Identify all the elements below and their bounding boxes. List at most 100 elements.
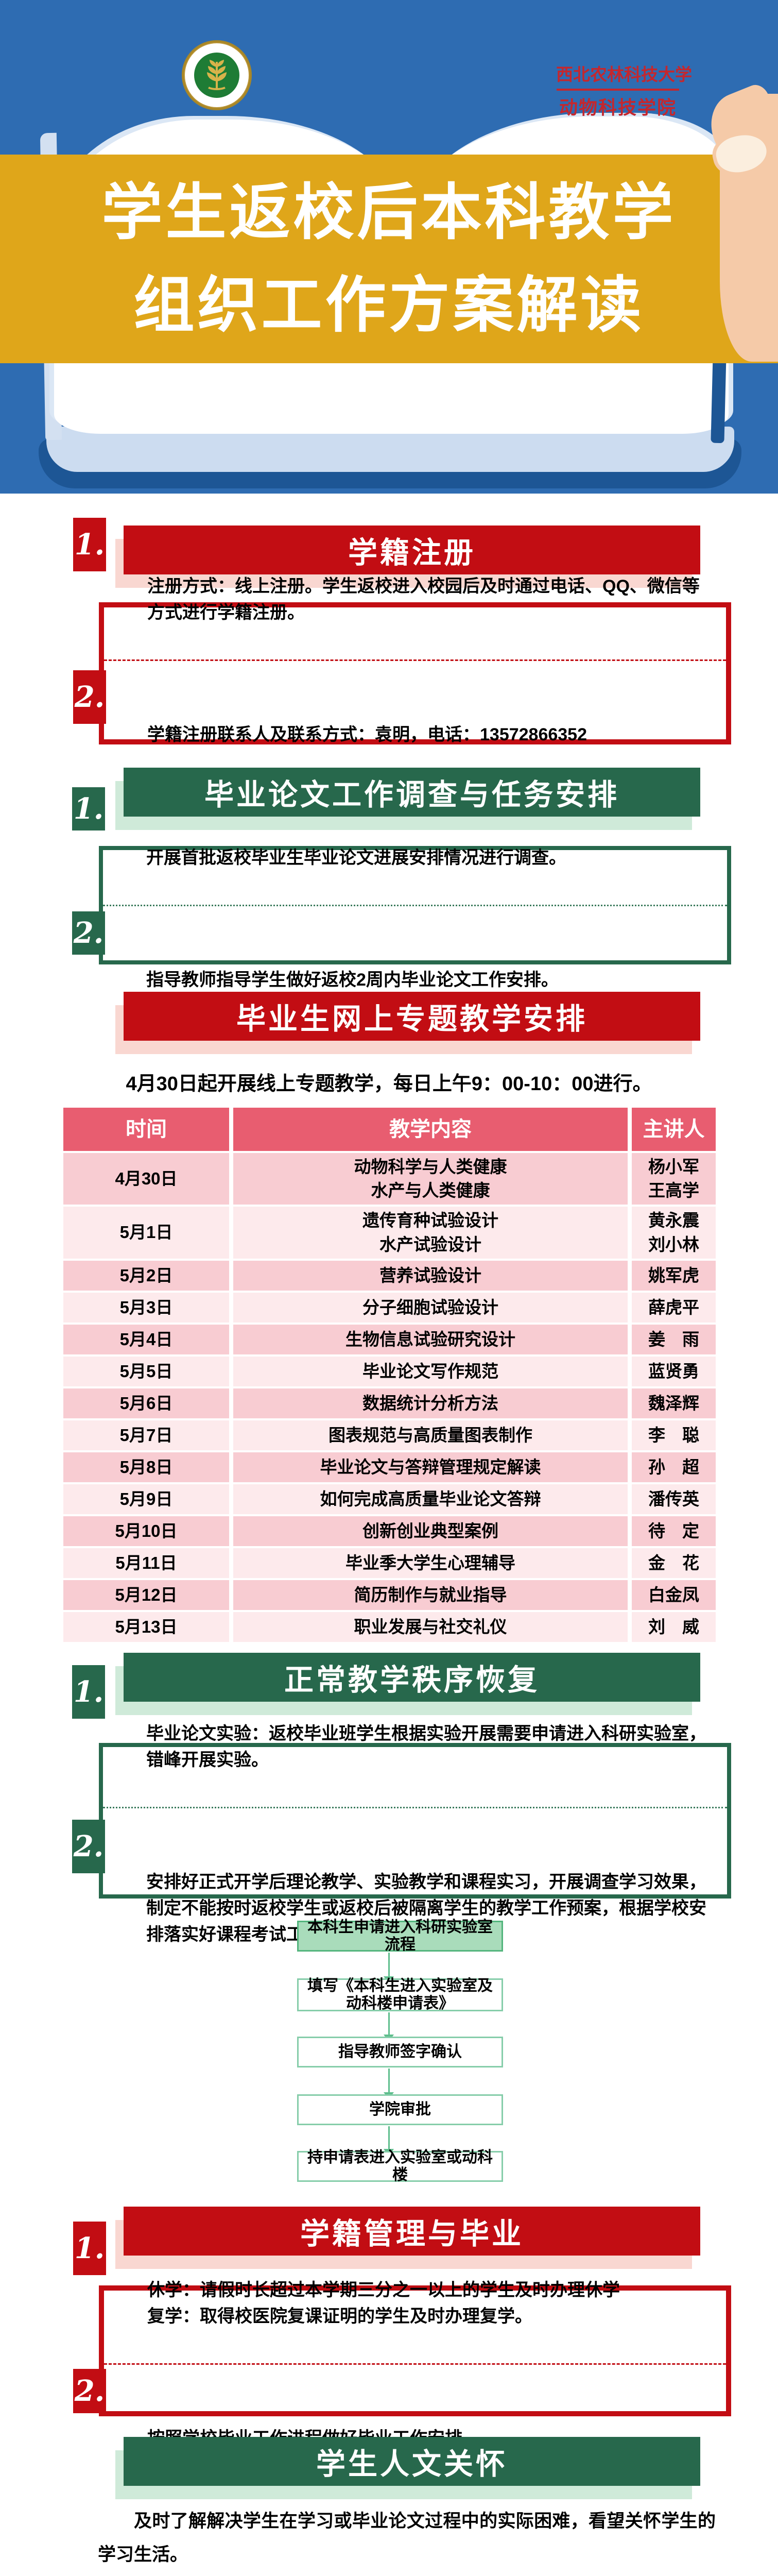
cell-content: 图表规范与高质量图表制作 [233, 1420, 628, 1450]
item-text: 休学：请假时长超过本学期三分之一以上的学生及时办理休学 复学：取得校医院复课证明… [147, 2280, 620, 2326]
flow-step-title: 本科生申请进入科研实验室流程 [297, 1919, 503, 1953]
table-row: 5月9日 如何完成高质量毕业论文答辩 潘传英 [63, 1484, 716, 1514]
cell-date: 5月8日 [63, 1452, 229, 1482]
cell-content: 毕业论文写作规范 [233, 1356, 628, 1386]
flow-arrow-down-icon [384, 2012, 394, 2042]
cell-content: 分子细胞试验设计 [233, 1292, 628, 1323]
cell-content: 职业发展与社交礼仪 [233, 1612, 628, 1642]
cell-date: 5月9日 [63, 1484, 229, 1514]
list-item: 1. 休学：请假时长超过本学期三分之一以上的学生及时办理休学 复学：取得校医院复… [73, 2216, 726, 2363]
cell-date: 5月13日 [63, 1612, 229, 1642]
cell-date: 5月2日 [63, 1260, 229, 1291]
cell-date: 5月12日 [63, 1580, 229, 1610]
item-number-badge: 2. [72, 1820, 105, 1873]
table-row: 5月13日 职业发展与社交礼仪 刘 威 [63, 1612, 716, 1642]
column-header-time: 时间 [63, 1108, 229, 1151]
cell-date: 4月30日 [63, 1153, 229, 1205]
university-seal-ring-icon [184, 42, 250, 108]
cell-date: 5月4日 [63, 1324, 229, 1354]
cell-speaker: 潘传英 [632, 1484, 716, 1514]
item-text: 指导教师指导学生做好返校2周内毕业论文工作安排。 [146, 970, 559, 990]
section-banner-thesis-survey: 毕业论文工作调查与任务安排 [124, 768, 700, 817]
table-row: 5月1日 遗传育种试验设计 水产试验设计 黄永震 刘小林 [63, 1207, 716, 1259]
table-row: 5月3日 分子细胞试验设计 薛虎平 [63, 1292, 716, 1323]
cell-speaker: 蓝贤勇 [632, 1356, 716, 1386]
cell-speaker: 薛虎平 [632, 1292, 716, 1323]
section-banner-normal-order: 正常教学秩序恢复 [124, 1653, 700, 1702]
item-divider [103, 904, 727, 906]
teaching-schedule-table: 时间 教学内容 主讲人 4月30日 动物科学与人类健康 水产与人类健康 杨小军 … [63, 1108, 716, 1644]
item-divider [103, 1807, 727, 1808]
cell-speaker: 姚军虎 [632, 1260, 716, 1291]
table-row: 5月8日 毕业论文与答辩管理规定解读 孙 超 [63, 1452, 716, 1482]
flow-arrow-down-icon [384, 2069, 394, 2099]
section-banner-registration: 学籍注册 [124, 526, 700, 574]
cell-speaker: 魏泽辉 [632, 1388, 716, 1418]
list-item: 2. 指导教师指导学生做好返校2周内毕业论文工作安排。 [72, 906, 727, 1027]
book-page-edges [46, 427, 734, 472]
cell-speaker: 黄永震 刘小林 [632, 1207, 716, 1259]
university-name-block: 西北农林科技大学 动物科技学院 [556, 61, 692, 120]
cell-speaker: 姜 雨 [632, 1324, 716, 1354]
flow-arrow-down-icon [384, 1953, 394, 1984]
item-text: 开展首批返校毕业生毕业论文进展安排情况进行调查。 [146, 848, 566, 868]
cell-date: 5月1日 [63, 1207, 229, 1259]
humanistic-care-paragraph: 及时了解解决学生在学习或毕业论文过程中的实际困难，看望关怀学生的学习生活。 [98, 2511, 716, 2565]
item-number-badge: 2. [73, 670, 106, 724]
flow-step-college-approval: 学院审批 [297, 2094, 503, 2125]
list-item: 2. 安排好正式开学后理论教学、实验教学和课程实习，开展调查学习效果，制定不能按… [72, 1808, 727, 1981]
contact-line: 学籍注册联系人及联系方式：袁明，电话：13572866352 [147, 725, 587, 744]
table-header-row: 时间 教学内容 主讲人 [63, 1108, 716, 1151]
table-row: 5月2日 营养试验设计 姚军虎 [63, 1260, 716, 1291]
table-row: 5月11日 毕业季大学生心理辅导 金 花 [63, 1548, 716, 1578]
column-header-content: 教学内容 [233, 1108, 628, 1151]
university-name-divider [557, 89, 679, 91]
table-row: 5月12日 简历制作与就业指导 白金凤 [63, 1580, 716, 1610]
cell-date: 5月5日 [63, 1356, 229, 1386]
thesis-survey-box: 1. 开展首批返校毕业生毕业论文进展安排情况进行调查。 2. 指导教师指导学生做… [72, 787, 731, 990]
list-item: 1. 开展首批返校毕业生毕业论文进展安排情况进行调查。 [72, 784, 727, 905]
cell-speaker: 李 聪 [632, 1420, 716, 1450]
flow-step-fill-form: 填写《本科生进入实验室及动科楼申请表》 [297, 1977, 503, 2012]
cell-content: 创新创业典型案例 [233, 1516, 628, 1546]
cell-speaker: 孙 超 [632, 1452, 716, 1482]
table-row: 5月5日 毕业论文写作规范 蓝贤勇 [63, 1356, 716, 1386]
table-row: 5月4日 生物信息试验研究设计 姜 雨 [63, 1324, 716, 1354]
table-row: 5月7日 图表规范与高质量图表制作 李 聪 [63, 1420, 716, 1450]
item-divider [104, 2363, 726, 2365]
cell-speaker: 待 定 [632, 1516, 716, 1546]
cell-content: 数据统计分析方法 [233, 1388, 628, 1418]
item-number-badge: 1. [73, 518, 106, 571]
poster-title-line2: 组织工作方案解读 [133, 269, 645, 341]
item-number-badge: 2. [72, 911, 105, 955]
flow-step-teacher-sign: 指导教师签字确认 [297, 2037, 503, 2067]
cell-content: 毕业论文与答辩管理规定解读 [233, 1452, 628, 1482]
list-item: 1. 注册方式：线上注册。学生返校进入校园后及时通过电话、QQ、微信等方式进行学… [73, 513, 726, 659]
flow-arrow-down-icon [384, 2126, 394, 2156]
item-number-badge: 1. [73, 2222, 106, 2275]
registration-box: 1. 注册方式：线上注册。学生返校进入校园后及时通过电话、QQ、微信等方式进行学… [73, 518, 731, 797]
cell-content: 毕业季大学生心理辅导 [233, 1548, 628, 1578]
cell-date: 5月3日 [63, 1292, 229, 1323]
column-header-speaker: 主讲人 [632, 1108, 716, 1151]
cell-speaker: 白金凤 [632, 1580, 716, 1610]
cell-speaker: 刘 威 [632, 1612, 716, 1642]
item-number-badge: 2. [73, 2369, 106, 2413]
item-divider [104, 659, 726, 661]
cell-content: 营养试验设计 [233, 1260, 628, 1291]
section-banner-online-teaching: 毕业生网上专题教学安排 [124, 992, 700, 1041]
item-text: 毕业论文实验：返校毕业班学生根据实验开展需要申请进入科研实验室，错峰开展实验。 [146, 1724, 706, 1770]
cell-content: 遗传育种试验设计 水产试验设计 [233, 1207, 628, 1259]
status-graduation-box: 1. 休学：请假时长超过本学期三分之一以上的学生及时办理休学 复学：取得校医院复… [73, 2222, 731, 2448]
cell-date: 5月7日 [63, 1420, 229, 1450]
item-number-badge: 1. [72, 1665, 105, 1719]
title-gold-band [0, 155, 778, 363]
flow-step-enter-lab: 持申请表进入实验室或动科楼 [297, 2149, 503, 2183]
item-text: 安排好正式开学后理论教学、实验教学和课程实习，开展调查学习效果，制定不能按时返校… [146, 1872, 706, 1944]
item-text: 注册方式：线上注册。学生返校进入校园后及时通过电话、QQ、微信等方式进行学籍注册… [147, 577, 700, 622]
section-banner-humanistic-care: 学生人文关怀 [124, 2437, 700, 2486]
list-item: 1. 毕业论文实验：返校毕业班学生根据实验开展需要申请进入科研实验室，错峰开展实… [72, 1660, 727, 1807]
section-banner-status-graduation: 学籍管理与毕业 [124, 2207, 700, 2256]
college-name: 动物科技学院 [559, 97, 677, 118]
